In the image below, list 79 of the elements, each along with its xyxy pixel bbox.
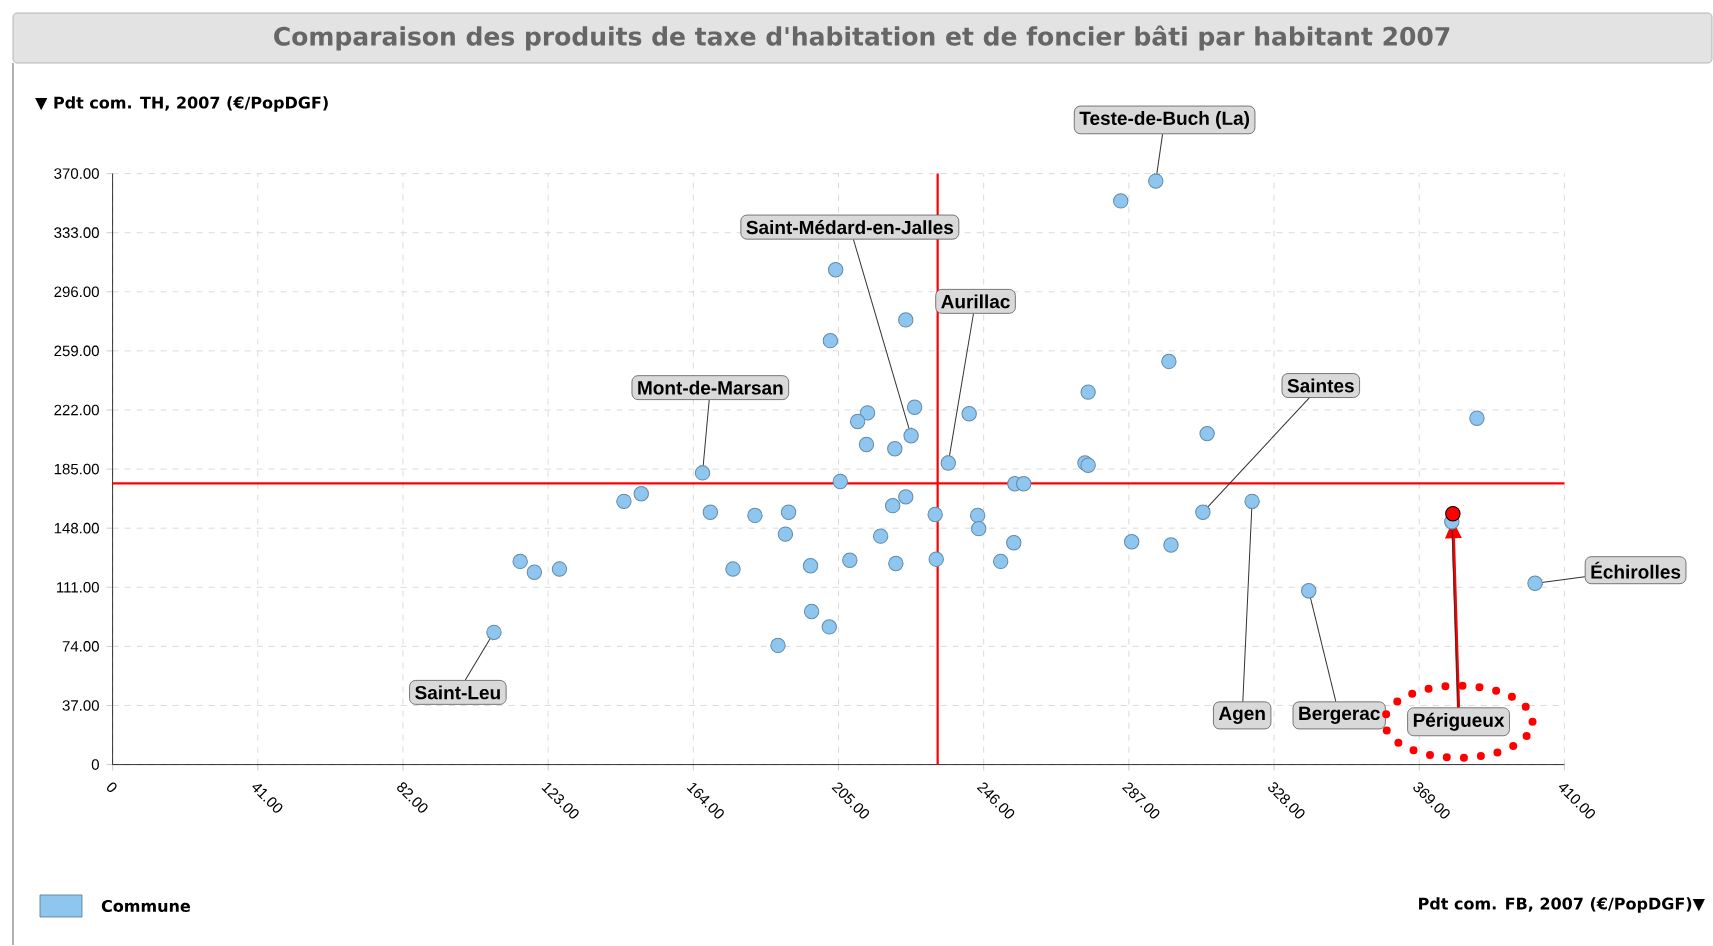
point bbox=[888, 555, 904, 572]
point bbox=[822, 332, 839, 349]
point bbox=[884, 497, 901, 514]
point bbox=[1113, 193, 1129, 209]
point bbox=[780, 504, 797, 520]
point bbox=[928, 551, 944, 567]
point bbox=[1124, 534, 1140, 550]
point bbox=[702, 504, 719, 520]
point bbox=[1148, 173, 1164, 189]
x-axis-title: Pdt com. FB, 2007 (€/PopDGF)▼ bbox=[1419, 897, 1705, 913]
annotation: Mont-de-Marsan bbox=[638, 380, 783, 395]
point bbox=[832, 473, 848, 490]
point bbox=[1016, 476, 1032, 492]
point bbox=[526, 564, 543, 580]
point bbox=[1161, 353, 1177, 370]
y-tick-label: 259.00 bbox=[54, 345, 99, 357]
y-tick-label: 37.00 bbox=[62, 700, 99, 711]
point bbox=[898, 312, 914, 328]
y-axis-title: ▼ Pdt com. TH, 2007 (€/PopDGF) bbox=[35, 96, 328, 112]
point bbox=[969, 507, 986, 524]
point bbox=[1163, 537, 1179, 553]
point bbox=[1527, 575, 1543, 591]
point bbox=[898, 489, 914, 505]
point bbox=[486, 624, 502, 641]
annotation: Saintes bbox=[1287, 378, 1354, 393]
chart-title: Comparaison des produits de taxe d'habitation et de foncier bâti par habitant 2007 bbox=[274, 25, 1450, 51]
point bbox=[770, 637, 786, 654]
point bbox=[1469, 410, 1485, 426]
x-tick-label: 0 bbox=[107, 782, 117, 793]
annotation: Teste-de-Buch (La) bbox=[1079, 111, 1250, 129]
point bbox=[1195, 504, 1211, 520]
annotation: Saint-Leu bbox=[415, 685, 500, 700]
point bbox=[849, 413, 866, 430]
point bbox=[1006, 535, 1022, 551]
point bbox=[961, 406, 977, 422]
point bbox=[694, 465, 711, 481]
point bbox=[906, 399, 923, 415]
point bbox=[842, 552, 858, 568]
y-tick-label: 111.00 bbox=[57, 581, 99, 593]
point bbox=[903, 428, 919, 444]
point bbox=[1244, 493, 1260, 510]
point bbox=[633, 485, 649, 502]
annotation: Échirolles bbox=[1591, 561, 1681, 579]
point bbox=[971, 520, 987, 537]
point bbox=[1445, 506, 1461, 522]
y-tick-label: 74.00 bbox=[62, 641, 99, 652]
point bbox=[887, 441, 903, 457]
point bbox=[803, 603, 820, 620]
point bbox=[1199, 425, 1215, 442]
y-tick-label: 222.00 bbox=[54, 404, 99, 416]
point bbox=[821, 619, 837, 635]
point bbox=[1080, 384, 1096, 400]
y-tick-label: 333.00 bbox=[54, 227, 99, 239]
point bbox=[827, 262, 844, 278]
point bbox=[940, 455, 956, 471]
legend-label: Commune bbox=[101, 899, 191, 913]
y-tick-label: 370.00 bbox=[54, 168, 99, 179]
point bbox=[992, 553, 1009, 570]
point bbox=[858, 436, 875, 453]
y-tick-label: 0 bbox=[91, 759, 99, 770]
annotation: Périgueux bbox=[1413, 712, 1505, 731]
point bbox=[1301, 583, 1317, 599]
y-tick-label: 296.00 bbox=[54, 286, 99, 298]
annotation: Aurillac bbox=[941, 294, 1010, 309]
point bbox=[747, 507, 763, 524]
annotation: Agen bbox=[1218, 706, 1265, 724]
point bbox=[872, 528, 889, 544]
point bbox=[725, 561, 741, 577]
point bbox=[777, 526, 794, 542]
point bbox=[927, 506, 943, 523]
point bbox=[616, 493, 632, 510]
y-tick-label: 185.00 bbox=[54, 463, 99, 475]
annotation: Bergerac bbox=[1299, 706, 1380, 724]
point bbox=[551, 561, 568, 577]
y-tick-label: 148.00 bbox=[54, 522, 99, 534]
point bbox=[859, 405, 876, 421]
annotation: Saint-Médard-en-Jalles bbox=[746, 220, 954, 235]
point bbox=[802, 558, 819, 574]
point bbox=[512, 553, 528, 570]
